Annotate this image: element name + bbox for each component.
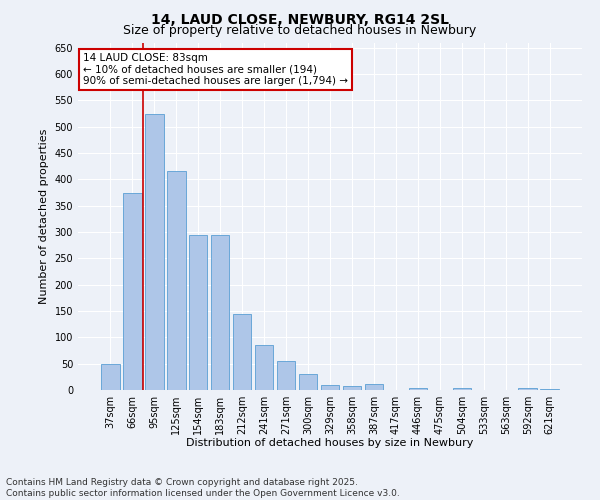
Bar bbox=[101, 364, 119, 390]
Y-axis label: Number of detached properties: Number of detached properties bbox=[39, 128, 49, 304]
Bar bbox=[541, 389, 559, 390]
Bar bbox=[233, 314, 251, 390]
Bar bbox=[167, 172, 185, 390]
Text: Size of property relative to detached houses in Newbury: Size of property relative to detached ho… bbox=[124, 24, 476, 37]
Bar bbox=[409, 388, 427, 390]
Bar bbox=[365, 384, 383, 390]
Bar bbox=[452, 388, 471, 390]
X-axis label: Distribution of detached houses by size in Newbury: Distribution of detached houses by size … bbox=[187, 438, 473, 448]
Bar bbox=[189, 234, 208, 390]
Text: 14, LAUD CLOSE, NEWBURY, RG14 2SL: 14, LAUD CLOSE, NEWBURY, RG14 2SL bbox=[151, 12, 449, 26]
Text: 14 LAUD CLOSE: 83sqm
← 10% of detached houses are smaller (194)
90% of semi-deta: 14 LAUD CLOSE: 83sqm ← 10% of detached h… bbox=[83, 53, 348, 86]
Text: Contains HM Land Registry data © Crown copyright and database right 2025.
Contai: Contains HM Land Registry data © Crown c… bbox=[6, 478, 400, 498]
Bar bbox=[299, 374, 317, 390]
Bar bbox=[211, 234, 229, 390]
Bar bbox=[123, 192, 142, 390]
Bar bbox=[320, 384, 340, 390]
Bar bbox=[343, 386, 361, 390]
Bar bbox=[277, 361, 295, 390]
Bar bbox=[145, 114, 164, 390]
Bar bbox=[255, 345, 274, 390]
Bar bbox=[518, 388, 537, 390]
